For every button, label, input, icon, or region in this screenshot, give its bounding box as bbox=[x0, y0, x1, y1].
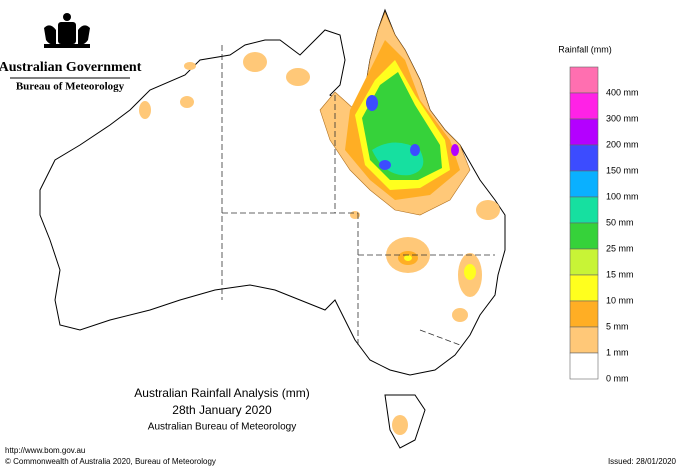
legend-label: 200 mm bbox=[606, 139, 639, 149]
legend-label: 300 mm bbox=[606, 113, 639, 123]
organisation: Australian Government bbox=[0, 60, 142, 75]
legend-swatch bbox=[569, 222, 599, 250]
legend-label: 25 mm bbox=[606, 243, 634, 253]
legend-swatch bbox=[569, 66, 599, 94]
legend-label: 150 mm bbox=[606, 165, 639, 175]
legend-label: 100 mm bbox=[606, 191, 639, 201]
map-credit: Australian Bureau of Meteorology bbox=[148, 422, 296, 433]
legend-label: 50 mm bbox=[606, 217, 634, 227]
legend-swatch bbox=[569, 274, 599, 302]
footer-copyright: © Commonwealth of Australia 2020, Bureau… bbox=[5, 457, 216, 466]
legend-title: Rainfall (mm) bbox=[558, 44, 612, 54]
legend-label: 400 mm bbox=[606, 87, 639, 97]
legend-label: 1 mm bbox=[606, 347, 629, 357]
crest bbox=[44, 13, 90, 48]
legend-label: 5 mm bbox=[606, 321, 629, 331]
legend: 400 mm 300 mm 200 mm 150 mm 100 mm 50 mm 25 mm… bbox=[569, 66, 639, 383]
legend-swatch bbox=[569, 248, 599, 276]
legend-swatch bbox=[569, 300, 599, 328]
legend-swatch bbox=[569, 352, 599, 380]
legend-swatch bbox=[569, 92, 599, 120]
legend-swatch bbox=[569, 118, 599, 146]
legend-swatch bbox=[569, 144, 599, 172]
agency: Bureau of Meteorology bbox=[16, 81, 125, 93]
australia bbox=[39, 8, 506, 449]
legend-swatch bbox=[569, 326, 599, 354]
legend-swatch bbox=[569, 170, 599, 198]
legend-label: 0 mm bbox=[606, 373, 629, 383]
legend-label: 10 mm bbox=[606, 295, 634, 305]
map-title: Australian Rainfall Analysis (mm) bbox=[134, 386, 309, 400]
footer-issued: Issued: 28/01/2020 bbox=[608, 457, 677, 466]
map-date: 28th January 2020 bbox=[172, 403, 272, 417]
footer-url: http://www.bom.gov.au bbox=[5, 446, 85, 455]
legend-swatch bbox=[569, 196, 599, 224]
legend-label: 15 mm bbox=[606, 269, 634, 279]
